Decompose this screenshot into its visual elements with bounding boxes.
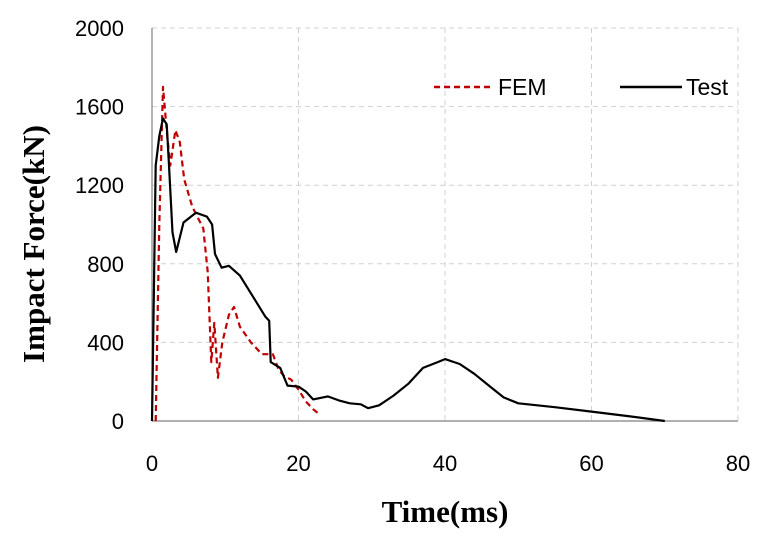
x-axis-title: Time(ms) — [382, 494, 509, 529]
y-tick-labels: 0 400 800 1200 1600 2000 — [75, 16, 124, 434]
y-tick-label-4: 1600 — [75, 95, 124, 120]
legend-label-test: Test — [686, 74, 729, 100]
x-tick-label-0: 0 — [146, 451, 158, 476]
legend-label-fem: FEM — [498, 74, 547, 100]
series-line-test — [150, 117, 665, 423]
y-tick-label-5: 2000 — [75, 16, 124, 41]
series-line-fem — [154, 85, 322, 422]
x-tick-label-4: 80 — [726, 451, 750, 476]
y-tick-label-0: 0 — [112, 409, 124, 434]
x-tick-label-3: 60 — [579, 451, 603, 476]
x-tick-label-2: 40 — [433, 451, 457, 476]
series-lines — [150, 85, 665, 423]
y-tick-label-2: 800 — [87, 252, 124, 277]
gridlines — [152, 27, 739, 421]
x-tick-labels: 0 20 40 60 80 — [146, 451, 750, 476]
legend: FEM Test — [434, 74, 729, 100]
y-axis-title: Impact Force(kN) — [16, 125, 51, 363]
y-tick-label-3: 1200 — [75, 173, 124, 198]
y-tick-label-1: 400 — [87, 330, 124, 355]
x-tick-label-1: 20 — [286, 451, 310, 476]
